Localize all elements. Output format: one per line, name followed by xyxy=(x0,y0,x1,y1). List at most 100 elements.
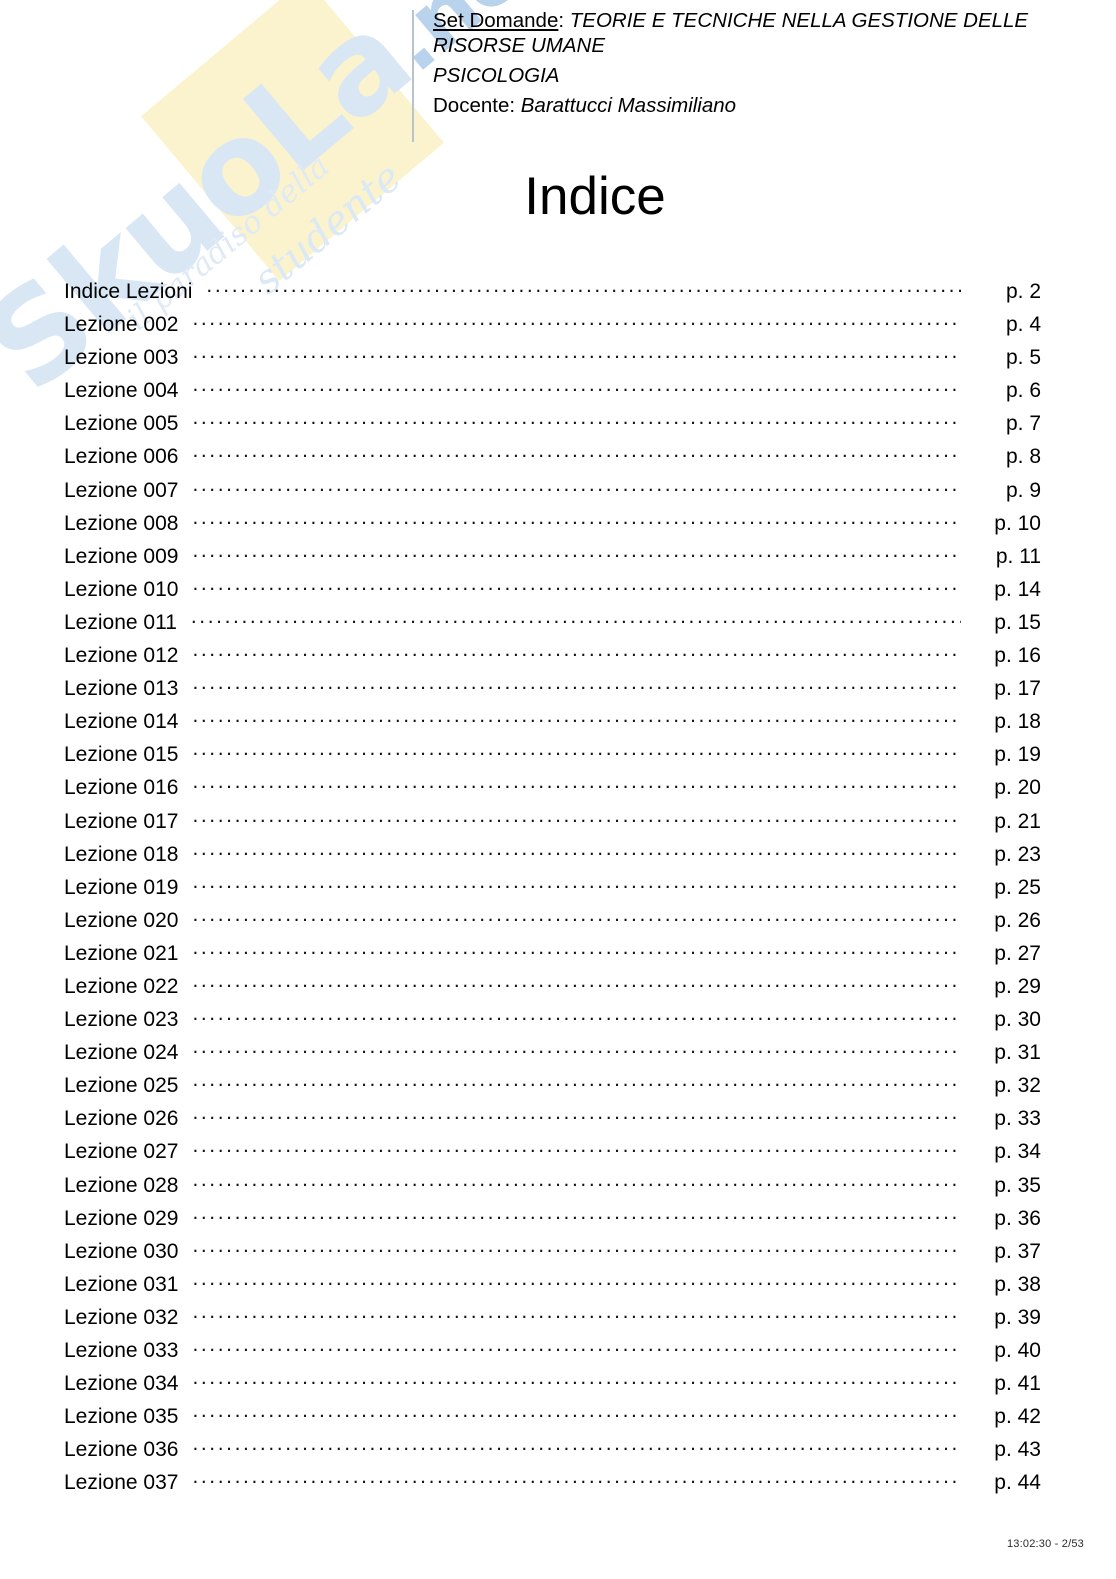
toc-entry-label: Lezione 008 xyxy=(64,511,179,535)
toc-dot-leader xyxy=(192,509,961,530)
toc-row[interactable]: Lezione 016 p. 20 xyxy=(64,773,1041,806)
header-docente-label: Docente: xyxy=(433,94,521,117)
toc-row[interactable]: Lezione 004 p. 6 xyxy=(64,376,1041,409)
toc-dot-leader xyxy=(192,343,961,364)
toc-row[interactable]: Lezione 018 p. 23 xyxy=(64,840,1041,873)
toc-entry-page: p. 41 xyxy=(994,1372,1041,1396)
header-set-separator: : xyxy=(558,9,570,32)
toc-row[interactable]: Lezione 003 p. 5 xyxy=(64,343,1041,376)
toc-row[interactable]: Lezione 014 p. 18 xyxy=(64,707,1041,740)
toc-row[interactable]: Lezione 026 p. 33 xyxy=(64,1104,1041,1137)
toc-entry-label: Lezione 019 xyxy=(64,875,179,899)
header-set-value: TEORIE E TECNICHE NELLA GESTIONE DELLE R… xyxy=(433,9,1029,57)
toc-row[interactable]: Lezione 019 p. 25 xyxy=(64,873,1041,906)
watermark-sticky-note xyxy=(141,0,444,281)
toc-row[interactable]: Lezione 008 p. 10 xyxy=(64,509,1041,542)
toc-row[interactable]: Lezione 027 p. 34 xyxy=(64,1137,1041,1170)
toc-dot-leader xyxy=(206,277,961,298)
toc-entry-page: p. 7 xyxy=(1005,412,1041,436)
toc-entry-page: p. 14 xyxy=(994,577,1041,601)
toc-entry-page: p. 16 xyxy=(994,644,1041,668)
toc-entry-page: p. 29 xyxy=(994,974,1041,998)
toc-row[interactable]: Lezione 006 p. 8 xyxy=(64,442,1041,475)
toc-entry-page: p. 44 xyxy=(994,1471,1041,1495)
toc-dot-leader xyxy=(191,608,961,629)
toc-dot-leader xyxy=(192,807,961,828)
toc-entry-label: Lezione 009 xyxy=(64,544,179,568)
toc-dot-leader xyxy=(192,409,961,430)
toc-row[interactable]: Indice Lezioni p. 2 xyxy=(64,277,1041,310)
toc-entry-page: p. 36 xyxy=(994,1206,1041,1230)
toc-entry-label: Lezione 037 xyxy=(64,1471,179,1495)
header-set-domande: Set Domande: TEORIE E TECNICHE NELLA GES… xyxy=(433,8,1071,58)
toc-entry-label: Lezione 005 xyxy=(64,412,179,436)
toc-row[interactable]: Lezione 017 p. 21 xyxy=(64,807,1041,840)
toc-row[interactable]: Lezione 009 p. 11 xyxy=(64,542,1041,575)
toc-dot-leader xyxy=(192,873,961,894)
toc-row[interactable]: Lezione 037 p. 44 xyxy=(64,1468,1041,1501)
toc-entry-label: Lezione 025 xyxy=(64,1074,179,1098)
toc-entry-label: Lezione 035 xyxy=(64,1405,179,1429)
toc-entry-page: p. 5 xyxy=(1005,346,1041,370)
toc-row[interactable]: Lezione 002 p. 4 xyxy=(64,310,1041,343)
toc-entry-label: Lezione 022 xyxy=(64,974,179,998)
toc-row[interactable]: Lezione 033 p. 40 xyxy=(64,1336,1041,1369)
toc-entry-label: Lezione 013 xyxy=(64,677,179,701)
toc-dot-leader xyxy=(192,575,961,596)
header-set-label: Set Domande xyxy=(433,9,559,32)
toc-row[interactable]: Lezione 005 p. 7 xyxy=(64,409,1041,442)
toc-row[interactable]: Lezione 011 p. 15 xyxy=(64,608,1041,641)
toc-entry-label: Lezione 002 xyxy=(64,313,179,337)
toc-dot-leader xyxy=(192,1104,961,1125)
toc-row[interactable]: Lezione 010 p. 14 xyxy=(64,575,1041,608)
toc-dot-leader xyxy=(192,906,961,927)
toc-entry-page: p. 30 xyxy=(994,1008,1041,1032)
toc-row[interactable]: Lezione 023 p. 30 xyxy=(64,1005,1041,1038)
toc-row[interactable]: Lezione 021 p. 27 xyxy=(64,939,1041,972)
toc-dot-leader xyxy=(192,641,961,662)
toc-entry-label: Lezione 031 xyxy=(64,1272,179,1296)
toc-dot-leader xyxy=(192,1171,961,1192)
toc-row[interactable]: Lezione 036 p. 43 xyxy=(64,1435,1041,1468)
toc-row[interactable]: Lezione 025 p. 32 xyxy=(64,1071,1041,1104)
toc-entry-page: p. 37 xyxy=(994,1239,1041,1263)
toc-dot-leader xyxy=(192,674,961,695)
toc-entry-label: Lezione 036 xyxy=(64,1438,179,1462)
toc-row[interactable]: Lezione 031 p. 38 xyxy=(64,1270,1041,1303)
toc-entry-label: Lezione 004 xyxy=(64,379,179,403)
header-docente: Docente: Barattucci Massimiliano xyxy=(433,93,1071,118)
toc-row[interactable]: Lezione 007 p. 9 xyxy=(64,476,1041,509)
toc-row[interactable]: Lezione 035 p. 42 xyxy=(64,1402,1041,1435)
toc-row[interactable]: Lezione 013 p. 17 xyxy=(64,674,1041,707)
toc-dot-leader xyxy=(192,972,961,993)
toc-row[interactable]: Lezione 029 p. 36 xyxy=(64,1204,1041,1237)
toc-entry-label: Lezione 003 xyxy=(64,346,179,370)
toc-entry-page: p. 33 xyxy=(994,1107,1041,1131)
toc-row[interactable]: Lezione 015 p. 19 xyxy=(64,740,1041,773)
toc-row[interactable]: Lezione 032 p. 39 xyxy=(64,1303,1041,1336)
toc-dot-leader xyxy=(192,1303,961,1324)
toc-row[interactable]: Lezione 022 p. 29 xyxy=(64,972,1041,1005)
toc-entry-page: p. 19 xyxy=(994,743,1041,767)
toc-row[interactable]: Lezione 034 p. 41 xyxy=(64,1369,1041,1402)
toc-row[interactable]: Lezione 024 p. 31 xyxy=(64,1038,1041,1071)
toc-entry-page: p. 9 xyxy=(1005,478,1041,502)
toc-entry-page: p. 4 xyxy=(1005,313,1041,337)
toc-row[interactable]: Lezione 030 p. 37 xyxy=(64,1237,1041,1270)
toc-entry-label: Lezione 010 xyxy=(64,577,179,601)
toc-dot-leader xyxy=(192,1402,961,1423)
header-course: PSICOLOGIA xyxy=(433,63,1071,88)
toc-entry-label: Lezione 017 xyxy=(64,809,179,833)
toc-row[interactable]: Lezione 028 p. 35 xyxy=(64,1171,1041,1204)
toc-row[interactable]: Lezione 020 p. 26 xyxy=(64,906,1041,939)
toc-dot-leader xyxy=(192,1038,961,1059)
toc-entry-page: p. 23 xyxy=(994,842,1041,866)
toc-entry-page: p. 17 xyxy=(994,677,1041,701)
toc-entry-label: Lezione 014 xyxy=(64,710,179,734)
toc-entry-label: Lezione 020 xyxy=(64,908,179,932)
toc-row[interactable]: Lezione 012 p. 16 xyxy=(64,641,1041,674)
toc-entry-label: Lezione 006 xyxy=(64,445,179,469)
toc-entry-label: Lezione 021 xyxy=(64,941,179,965)
toc-dot-leader xyxy=(192,1204,961,1225)
